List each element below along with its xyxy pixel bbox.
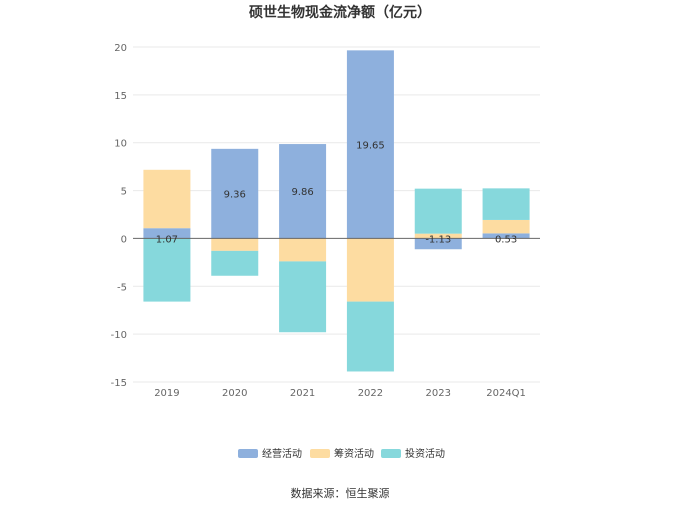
bar-2019-series-2 bbox=[143, 238, 191, 302]
bar-2019-series-0 bbox=[143, 228, 191, 239]
legend-label: 投资活动 bbox=[405, 447, 445, 460]
bar-2022-series-0 bbox=[346, 50, 394, 239]
y-tick-label: -5 bbox=[117, 282, 127, 293]
bar-2020-series-2 bbox=[211, 250, 259, 276]
bar-2019-series-1 bbox=[143, 169, 191, 229]
legend-swatch bbox=[381, 449, 401, 458]
x-tick-label: 2023 bbox=[426, 388, 451, 399]
bar-2024Q1-series-2 bbox=[482, 188, 530, 220]
legend: 经营活动 筹资活动 投资活动 bbox=[238, 447, 445, 460]
x-tick-label: 2022 bbox=[358, 388, 383, 399]
y-axis: 20 15 10 5 0 -5 -10 -15 bbox=[111, 43, 127, 389]
legend-item-1[interactable]: 筹资活动 bbox=[310, 447, 374, 460]
y-tick-label: 10 bbox=[114, 139, 127, 150]
y-tick-label: -15 bbox=[111, 378, 127, 389]
zero-line bbox=[133, 237, 540, 383]
bar-2021-series-0 bbox=[279, 144, 327, 239]
legend-label: 经营活动 bbox=[262, 447, 302, 460]
bar-2022-series-1 bbox=[346, 238, 394, 302]
data-label-2020: 9.36 bbox=[224, 190, 246, 201]
y-tick-label: -10 bbox=[111, 330, 127, 341]
data-label-2023: -1.13 bbox=[425, 234, 451, 245]
x-tick-label: 2021 bbox=[290, 388, 315, 399]
bar-2023-series-0 bbox=[414, 238, 462, 250]
x-tick-label: 2019 bbox=[154, 388, 179, 399]
bar-2020-series-0 bbox=[211, 148, 259, 239]
bar-2024Q1-series-1 bbox=[482, 219, 530, 234]
y-tick-label: 20 bbox=[114, 43, 127, 54]
x-tick-label: 2020 bbox=[222, 388, 247, 399]
legend-swatch bbox=[310, 449, 330, 458]
data-label-2021: 9.86 bbox=[291, 187, 313, 198]
bars bbox=[143, 50, 530, 372]
bar-2023-series-2 bbox=[414, 188, 462, 234]
bar-2021-series-2 bbox=[279, 261, 327, 333]
legend-item-0[interactable]: 经营活动 bbox=[238, 447, 302, 460]
data-label-2019: 1.07 bbox=[156, 234, 178, 245]
data-label-2022: 19.65 bbox=[356, 140, 385, 151]
bar-2024Q1-series-0 bbox=[482, 233, 530, 239]
y-tick-label: 5 bbox=[121, 187, 127, 198]
bar-2022-series-2 bbox=[346, 301, 394, 372]
data-labels: 1.07 9.36 9.86 19.65 -1.13 0.53 bbox=[156, 140, 517, 245]
bar-2021-series-1 bbox=[279, 238, 327, 262]
y-tick-label: 15 bbox=[114, 91, 127, 102]
data-label-2024Q1: 0.53 bbox=[495, 234, 517, 245]
legend-item-2[interactable]: 投资活动 bbox=[381, 447, 445, 460]
legend-swatch bbox=[238, 449, 258, 458]
bar-2023-series-1 bbox=[414, 233, 462, 239]
x-tick-label: 2024Q1 bbox=[486, 388, 526, 399]
bar-2020-series-1 bbox=[211, 238, 259, 251]
data-source: 数据来源：恒生聚源 bbox=[291, 486, 390, 500]
grid-lines bbox=[133, 46, 540, 383]
legend-label: 筹资活动 bbox=[334, 447, 374, 460]
y-tick-label: 0 bbox=[121, 234, 127, 245]
x-axis: 2019 2020 2021 2022 2023 2024Q1 bbox=[154, 388, 526, 399]
chart-title: 硕世生物现金流净额（亿元） bbox=[249, 4, 431, 21]
